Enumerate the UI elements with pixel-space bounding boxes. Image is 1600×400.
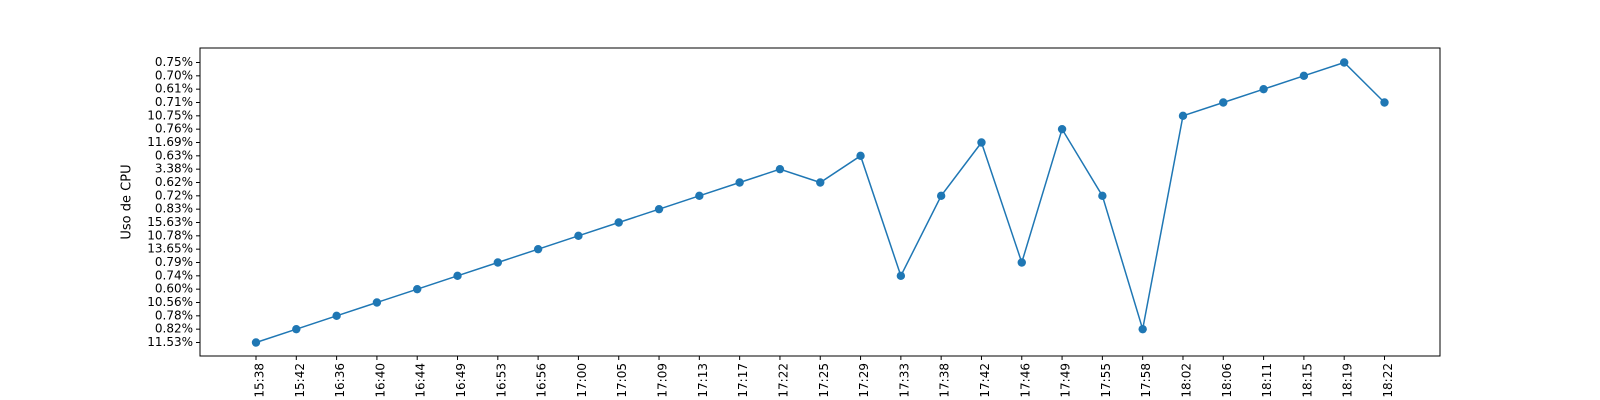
data-point xyxy=(977,138,986,147)
x-tick-label: 17:55 xyxy=(1099,363,1113,398)
data-point xyxy=(1380,98,1389,107)
y-tick-label: 0.76% xyxy=(155,122,193,136)
data-point xyxy=(574,231,583,241)
x-tick-label: 17:29 xyxy=(857,363,871,398)
y-tick-label: 10.75% xyxy=(147,108,193,122)
data-point xyxy=(1219,98,1228,107)
y-tick-label: 0.70% xyxy=(155,68,193,82)
data-point xyxy=(372,298,382,307)
y-tick-label: 0.63% xyxy=(155,148,193,162)
data-point xyxy=(654,204,664,214)
x-tick-label: 17:09 xyxy=(656,363,670,398)
x-tick-label: 18:15 xyxy=(1300,363,1314,398)
x-tick-label: 16:56 xyxy=(535,363,549,398)
y-tick-label: 15.63% xyxy=(147,215,193,229)
y-tick-label: 0.71% xyxy=(155,95,193,109)
x-tick-label: 17:05 xyxy=(615,363,629,398)
data-point xyxy=(453,271,462,281)
data-point xyxy=(614,218,623,227)
y-tick-label: 0.83% xyxy=(155,202,193,216)
data-point xyxy=(332,311,341,321)
data-point xyxy=(1299,71,1309,81)
x-tick-label: 16:40 xyxy=(373,363,387,398)
x-tick-label: 16:49 xyxy=(454,363,468,398)
data-point xyxy=(1339,58,1349,67)
data-point xyxy=(936,191,946,201)
data-point xyxy=(735,178,744,187)
data-point xyxy=(775,164,785,174)
data-point xyxy=(1138,324,1147,334)
plot-frame xyxy=(199,47,1441,357)
data-point xyxy=(816,178,825,187)
x-tick-label: 18:22 xyxy=(1381,363,1395,398)
y-tick-label: 0.60% xyxy=(155,282,193,296)
x-tick-label: 16:53 xyxy=(494,363,508,398)
data-point xyxy=(1057,124,1067,134)
x-tick-label: 17:13 xyxy=(696,363,710,398)
y-tick-label: 11.69% xyxy=(147,135,193,149)
data-point xyxy=(493,258,503,267)
x-tick-label: 17:49 xyxy=(1059,363,1073,398)
data-point xyxy=(695,191,704,201)
x-tick-label: 16:44 xyxy=(414,363,428,398)
y-axis-ticks: 11.53%0.82%0.78%10.56%0.60%0.74%0.79%13.… xyxy=(147,55,200,349)
y-tick-label: 3.38% xyxy=(155,162,193,176)
x-tick-label: 17:25 xyxy=(817,363,831,398)
y-tick-label: 0.79% xyxy=(155,255,193,269)
x-tick-label: 18:06 xyxy=(1220,363,1234,398)
y-tick-label: 0.61% xyxy=(155,82,193,96)
y-tick-label: 0.62% xyxy=(155,175,193,189)
y-tick-label: 0.82% xyxy=(155,322,193,336)
data-point xyxy=(413,284,422,294)
x-tick-label: 17:58 xyxy=(1139,363,1153,398)
y-tick-label: 0.78% xyxy=(155,308,193,322)
x-tick-label: 17:38 xyxy=(938,363,952,398)
data-point xyxy=(1098,191,1107,201)
data-point xyxy=(856,151,865,161)
x-axis-ticks: 15:38 15:42 16:36 16:40 16:44 16:49 16:53 16:56… xyxy=(253,356,1395,398)
data-point xyxy=(533,244,543,254)
x-tick-label: 17:42 xyxy=(978,363,992,398)
x-tick-label: 18:19 xyxy=(1341,363,1355,398)
plot-area xyxy=(200,48,1440,356)
y-tick-label: 10.56% xyxy=(147,295,193,309)
x-tick-label: 15:38 xyxy=(253,363,267,398)
y-tick-label: 11.53% xyxy=(147,335,193,349)
x-tick-label: 18:02 xyxy=(1179,363,1193,398)
y-tick-label: 0.74% xyxy=(155,268,193,282)
y-tick-label: 13.65% xyxy=(147,242,193,256)
x-tick-label: 16:36 xyxy=(333,363,347,398)
x-tick-label: 17:33 xyxy=(897,363,911,398)
x-tick-label: 17:00 xyxy=(575,363,589,398)
data-point xyxy=(896,271,906,281)
data-point xyxy=(1178,111,1188,121)
y-tick-label: 10.78% xyxy=(147,228,193,242)
y-axis-label: Uso de CPU xyxy=(120,164,135,239)
series-cpu-usage xyxy=(251,58,1389,347)
data-point xyxy=(251,338,261,347)
x-tick-label: 15:42 xyxy=(293,363,307,398)
x-tick-label: 17:22 xyxy=(776,363,790,398)
data-point xyxy=(292,324,301,334)
x-tick-label: 17:17 xyxy=(736,363,750,398)
x-tick-label: 17:46 xyxy=(1018,363,1032,398)
data-point xyxy=(1259,84,1268,94)
data-point xyxy=(1017,258,1026,267)
x-tick-label: 18:11 xyxy=(1260,363,1274,398)
y-tick-label: 0.72% xyxy=(155,188,193,202)
y-tick-label: 0.75% xyxy=(155,55,193,69)
